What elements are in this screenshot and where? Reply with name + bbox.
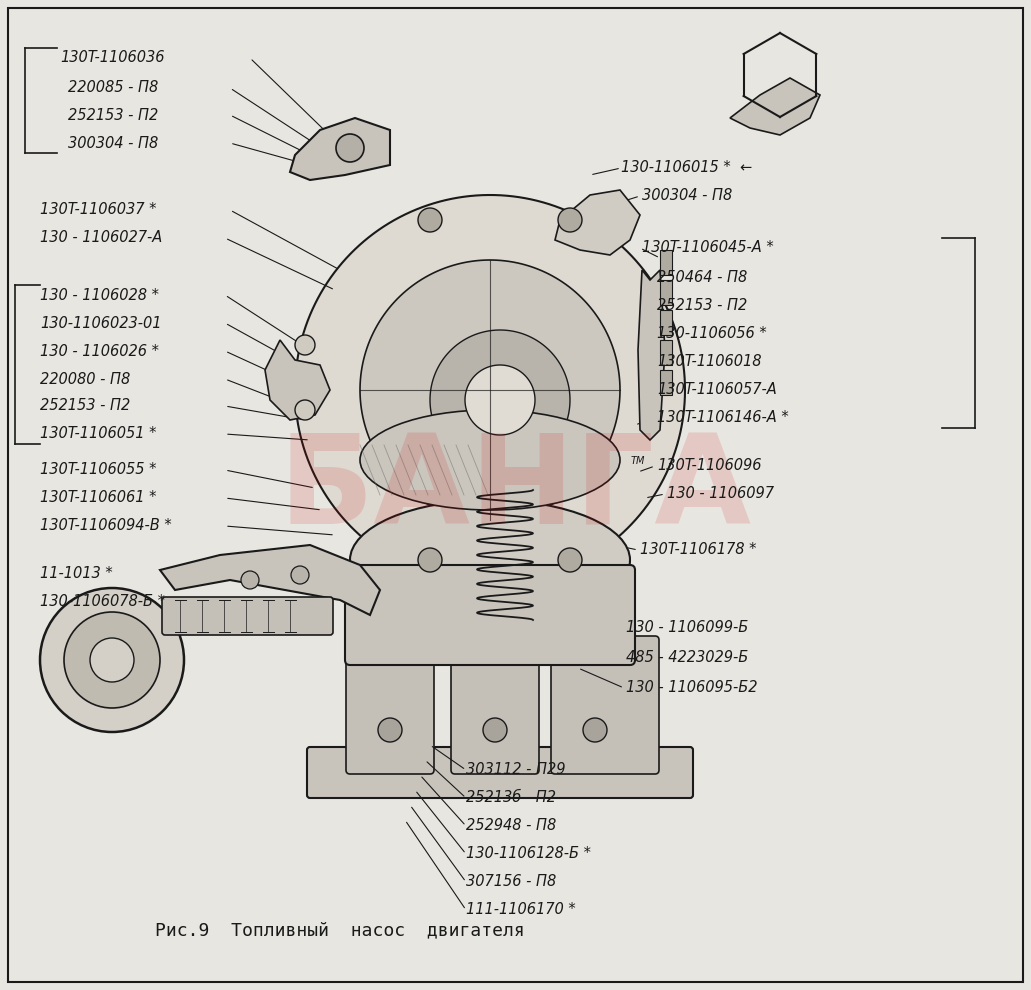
Text: 130 - 1106026 *: 130 - 1106026 * bbox=[40, 344, 159, 358]
Text: 307156 - П8: 307156 - П8 bbox=[466, 874, 557, 889]
FancyBboxPatch shape bbox=[345, 565, 635, 665]
Text: 111-1106170 *: 111-1106170 * bbox=[466, 903, 575, 918]
Text: 130-1106015 *  ←: 130-1106015 * ← bbox=[621, 160, 753, 175]
Circle shape bbox=[90, 638, 134, 682]
Text: 130 - 1106097: 130 - 1106097 bbox=[667, 486, 774, 502]
Text: 130 - 1106099-Б: 130 - 1106099-Б bbox=[626, 620, 749, 635]
Text: 130-1106023-01: 130-1106023-01 bbox=[40, 316, 162, 331]
Polygon shape bbox=[160, 545, 380, 615]
Text: 130T-1106094-В *: 130T-1106094-В * bbox=[40, 519, 172, 534]
Circle shape bbox=[418, 548, 442, 572]
Polygon shape bbox=[265, 340, 330, 420]
Text: 130-1106128-Б *: 130-1106128-Б * bbox=[466, 846, 591, 861]
Circle shape bbox=[378, 718, 402, 742]
Text: 130T-1106045-А *: 130T-1106045-А * bbox=[642, 241, 773, 255]
FancyBboxPatch shape bbox=[451, 636, 539, 774]
Polygon shape bbox=[730, 78, 820, 135]
Circle shape bbox=[336, 134, 364, 162]
Text: 220085 - П8: 220085 - П8 bbox=[68, 80, 158, 95]
Circle shape bbox=[583, 718, 607, 742]
Text: 130-1106056 *: 130-1106056 * bbox=[657, 327, 767, 342]
Polygon shape bbox=[465, 365, 535, 435]
Polygon shape bbox=[290, 118, 390, 180]
FancyBboxPatch shape bbox=[162, 597, 333, 635]
Text: 300304 - П8: 300304 - П8 bbox=[642, 188, 732, 204]
Text: 130T-1106055 *: 130T-1106055 * bbox=[40, 462, 157, 477]
Text: 303112 - П29: 303112 - П29 bbox=[466, 762, 565, 777]
Circle shape bbox=[418, 208, 442, 232]
Circle shape bbox=[558, 208, 583, 232]
FancyBboxPatch shape bbox=[307, 747, 693, 798]
Circle shape bbox=[558, 548, 583, 572]
Bar bbox=[660, 310, 672, 335]
Text: 130T-1106178 *: 130T-1106178 * bbox=[640, 543, 757, 557]
Bar bbox=[660, 340, 672, 365]
Text: 220080 - П8: 220080 - П8 bbox=[40, 371, 130, 386]
Text: Рис.9  Топливный  насос  двигателя: Рис.9 Топливный насос двигателя bbox=[155, 921, 525, 939]
Bar bbox=[660, 370, 672, 395]
Text: БАНГA: БАНГA bbox=[278, 430, 752, 550]
Text: 130T-1106036: 130T-1106036 bbox=[60, 50, 165, 65]
Circle shape bbox=[40, 588, 184, 732]
Circle shape bbox=[291, 566, 309, 584]
FancyBboxPatch shape bbox=[346, 636, 434, 774]
Circle shape bbox=[295, 335, 315, 355]
Text: 300304 - П8: 300304 - П8 bbox=[68, 136, 158, 150]
Polygon shape bbox=[295, 195, 685, 585]
Bar bbox=[660, 280, 672, 305]
Text: 130T-1106037 *: 130T-1106037 * bbox=[40, 203, 157, 218]
Text: 25213б - П2: 25213б - П2 bbox=[466, 790, 556, 806]
Polygon shape bbox=[360, 260, 620, 520]
Text: 130 - 1106027-А: 130 - 1106027-А bbox=[40, 231, 162, 246]
Text: 130-1106078-Б *: 130-1106078-Б * bbox=[40, 593, 165, 609]
Text: 130T-1106057-А: 130T-1106057-А bbox=[657, 382, 776, 398]
Circle shape bbox=[64, 612, 160, 708]
Circle shape bbox=[483, 718, 507, 742]
Text: 130T-1106018: 130T-1106018 bbox=[657, 354, 762, 369]
Text: 130T-1106051 *: 130T-1106051 * bbox=[40, 427, 157, 442]
Text: 485 - 4223029-Б: 485 - 4223029-Б bbox=[626, 650, 749, 665]
Ellipse shape bbox=[360, 410, 620, 510]
Ellipse shape bbox=[350, 500, 630, 620]
Circle shape bbox=[241, 571, 259, 589]
Circle shape bbox=[295, 400, 315, 420]
Bar bbox=[660, 250, 672, 275]
Text: 130T-1106096: 130T-1106096 bbox=[657, 458, 762, 473]
Text: 130 - 1106028 *: 130 - 1106028 * bbox=[40, 287, 159, 303]
Text: 252153 - П2: 252153 - П2 bbox=[40, 399, 130, 414]
Text: TM: TM bbox=[631, 456, 645, 466]
Text: 11-1013 *: 11-1013 * bbox=[40, 565, 112, 580]
Text: 252948 - П8: 252948 - П8 bbox=[466, 819, 557, 834]
FancyBboxPatch shape bbox=[551, 636, 659, 774]
Polygon shape bbox=[555, 190, 640, 255]
Text: 130 - 1106095-Б2: 130 - 1106095-Б2 bbox=[626, 680, 758, 696]
Text: 250464 - П8: 250464 - П8 bbox=[657, 270, 747, 285]
Text: 130T-1106061 *: 130T-1106061 * bbox=[40, 490, 157, 506]
Text: 252153 - П2: 252153 - П2 bbox=[657, 299, 747, 314]
Text: 252153 - П2: 252153 - П2 bbox=[68, 108, 158, 123]
Text: 130T-1106146-А *: 130T-1106146-А * bbox=[657, 411, 789, 426]
Polygon shape bbox=[638, 270, 665, 440]
Polygon shape bbox=[430, 330, 570, 470]
